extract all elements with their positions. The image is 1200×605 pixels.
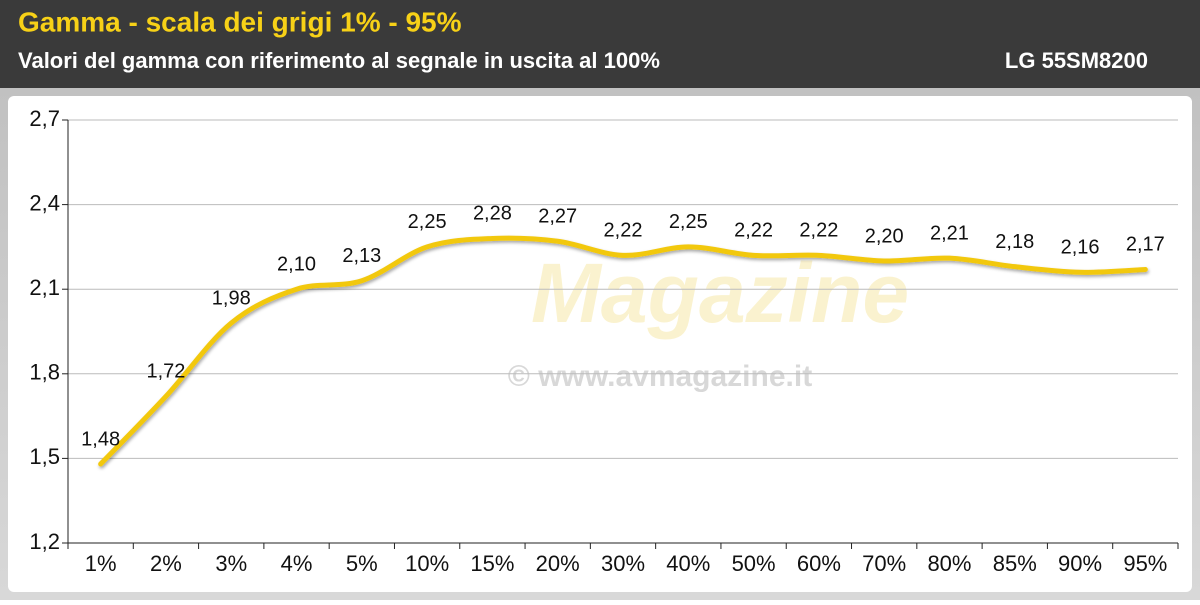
y-tick-label: 1,2	[29, 529, 60, 554]
data-label: 2,13	[342, 245, 381, 267]
data-label: 2,25	[669, 211, 708, 233]
x-tick-label: 40%	[666, 551, 710, 576]
x-tick-label: 5%	[346, 551, 378, 576]
plot-background	[8, 96, 1192, 592]
chart-title: Gamma - scala dei grigi 1% - 95%	[18, 6, 462, 37]
x-tick-label: 4%	[281, 551, 313, 576]
y-tick-label: 1,8	[29, 360, 60, 385]
y-tick-label: 1,5	[29, 444, 60, 469]
data-label: 2,22	[799, 220, 838, 242]
data-label: 2,22	[604, 220, 643, 242]
x-tick-label: 50%	[732, 551, 776, 576]
y-tick-label: 2,4	[29, 190, 60, 215]
device-label: LG 55SM8200	[1005, 48, 1148, 73]
data-label: 2,17	[1126, 234, 1165, 256]
watermark-url: © www.avmagazine.it	[508, 360, 812, 393]
data-label: 2,27	[538, 206, 577, 228]
x-tick-label: 20%	[536, 551, 580, 576]
y-tick-label: 2,7	[29, 106, 60, 131]
x-tick-label: 10%	[405, 551, 449, 576]
data-label: 2,21	[930, 222, 969, 244]
watermark-brand: Magazine	[531, 246, 909, 340]
x-tick-label: 85%	[993, 551, 1037, 576]
data-label: 2,18	[995, 231, 1034, 253]
x-tick-label: 70%	[862, 551, 906, 576]
x-tick-label: 60%	[797, 551, 841, 576]
data-label: 2,16	[1061, 237, 1100, 259]
chart-subtitle: Valori del gamma con riferimento al segn…	[18, 48, 660, 73]
data-label: 1,98	[212, 287, 251, 309]
data-label: 2,28	[473, 203, 512, 225]
x-tick-label: 30%	[601, 551, 645, 576]
data-label: 1,48	[81, 428, 120, 450]
x-tick-label: 80%	[927, 551, 971, 576]
x-tick-label: 15%	[470, 551, 514, 576]
y-tick-label: 2,1	[29, 275, 60, 300]
x-tick-label: 1%	[85, 551, 117, 576]
data-label: 2,25	[408, 211, 447, 233]
series-line	[98, 235, 1148, 467]
x-tick-label: 90%	[1058, 551, 1102, 576]
x-tick-label: 3%	[215, 551, 247, 576]
data-label: 2,20	[865, 225, 904, 247]
data-label: 2,10	[277, 253, 316, 275]
data-label: 1,72	[146, 361, 185, 383]
x-tick-label: 2%	[150, 551, 182, 576]
data-label: 2,22	[734, 220, 773, 242]
x-tick-label: 95%	[1123, 551, 1167, 576]
header	[0, 0, 1200, 88]
